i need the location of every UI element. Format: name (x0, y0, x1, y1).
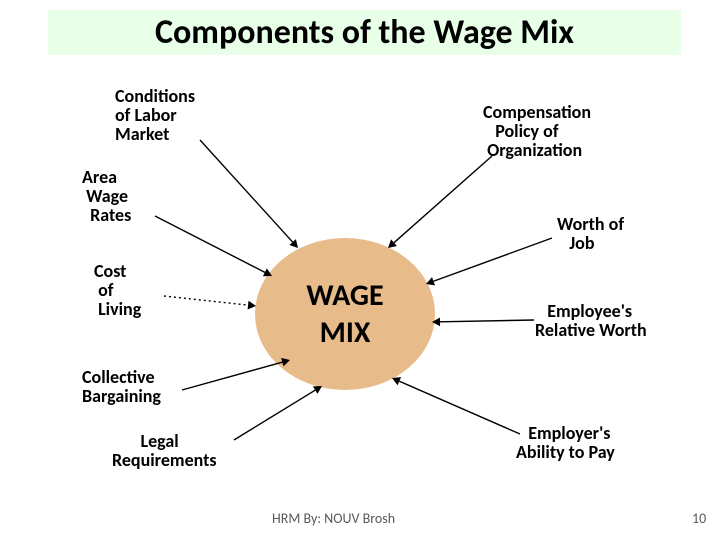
label-compensation-policy: Compensation Policy of Organization (483, 103, 591, 160)
page-number: 10 (692, 510, 706, 527)
label-collective-bargaining: Collective Bargaining (82, 368, 161, 406)
label-cost-of-living: Cost of Living (94, 262, 141, 319)
label-employee-relative-worth: Employee's Relative Worth (535, 302, 647, 340)
footer-text: HRM By: NOUV Brosh (272, 510, 395, 527)
wage-mix-center: WAGE MIX (255, 238, 435, 390)
label-area-wage-rates: Area Wage Rates (82, 168, 131, 225)
wage-mix-center-label: WAGE MIX (306, 277, 383, 351)
page-title: Components of the Wage Mix (48, 10, 681, 55)
label-conditions-labor: Conditions of Labor Market (115, 87, 195, 144)
label-employer-ability-to-pay: Employer's Ability to Pay (516, 424, 615, 462)
label-worth-of-job: Worth of Job (557, 215, 624, 253)
label-legal-requirements: Legal Requirements (112, 432, 217, 470)
